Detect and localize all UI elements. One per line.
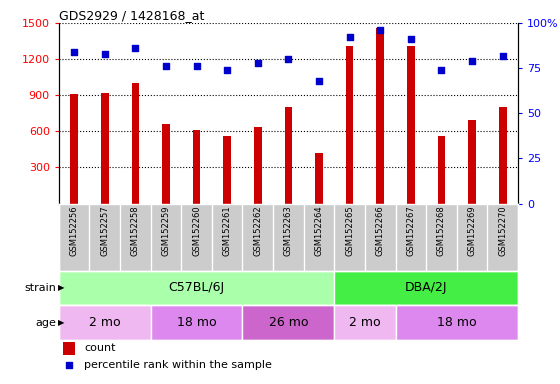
Text: percentile rank within the sample: percentile rank within the sample <box>84 360 272 370</box>
Text: GSM152264: GSM152264 <box>315 205 324 256</box>
Point <box>437 67 446 73</box>
Bar <box>101 93 109 204</box>
Text: DBA/2J: DBA/2J <box>405 281 447 295</box>
Text: 2 mo: 2 mo <box>89 316 120 329</box>
Text: GDS2929 / 1428168_at: GDS2929 / 1428168_at <box>59 9 204 22</box>
Text: age: age <box>35 318 56 328</box>
Bar <box>162 124 170 204</box>
Text: 18 mo: 18 mo <box>177 316 216 329</box>
Bar <box>284 107 292 204</box>
Point <box>345 35 354 41</box>
Text: GSM152259: GSM152259 <box>161 205 170 256</box>
Text: GSM152260: GSM152260 <box>192 205 201 256</box>
Text: 18 mo: 18 mo <box>437 316 477 329</box>
Text: GSM152267: GSM152267 <box>407 205 416 256</box>
Point <box>69 49 78 55</box>
Bar <box>334 305 395 340</box>
Bar <box>132 83 139 204</box>
Text: GSM152262: GSM152262 <box>253 205 262 256</box>
Text: GSM152265: GSM152265 <box>345 205 354 256</box>
Text: GSM152269: GSM152269 <box>468 205 477 256</box>
Bar <box>334 271 518 305</box>
Bar <box>193 129 200 204</box>
Text: 2 mo: 2 mo <box>349 316 381 329</box>
Text: GSM152263: GSM152263 <box>284 205 293 256</box>
Text: GSM152258: GSM152258 <box>131 205 140 256</box>
Point <box>161 63 170 70</box>
Point <box>284 56 293 62</box>
Text: count: count <box>84 343 116 353</box>
Bar <box>151 305 242 340</box>
Bar <box>346 46 353 204</box>
Point <box>253 60 262 66</box>
Bar <box>376 28 384 204</box>
Text: ▶: ▶ <box>58 283 65 293</box>
Text: GSM152257: GSM152257 <box>100 205 109 256</box>
Bar <box>468 121 476 204</box>
Bar <box>71 94 78 204</box>
Text: GSM152270: GSM152270 <box>498 205 507 256</box>
Text: ▶: ▶ <box>58 318 65 327</box>
Text: strain: strain <box>24 283 56 293</box>
Point <box>376 27 385 33</box>
Point <box>65 362 74 368</box>
Bar <box>59 271 334 305</box>
Point <box>192 63 201 70</box>
Text: C57BL/6J: C57BL/6J <box>169 281 225 295</box>
Text: GSM152268: GSM152268 <box>437 205 446 256</box>
Bar <box>242 305 334 340</box>
Bar <box>254 126 262 204</box>
Point <box>315 78 324 84</box>
Bar <box>407 46 414 204</box>
Text: GSM152256: GSM152256 <box>69 205 78 256</box>
Bar <box>223 136 231 204</box>
Bar <box>438 136 445 204</box>
Point <box>223 67 232 73</box>
Point <box>100 51 109 57</box>
Point <box>131 45 140 51</box>
Bar <box>315 153 323 204</box>
Bar <box>63 342 75 354</box>
Text: 26 mo: 26 mo <box>269 316 308 329</box>
Bar <box>59 305 151 340</box>
Point <box>407 36 416 42</box>
Bar <box>499 107 506 204</box>
Text: GSM152266: GSM152266 <box>376 205 385 256</box>
Point <box>468 58 477 64</box>
Point <box>498 53 507 59</box>
Text: GSM152261: GSM152261 <box>223 205 232 256</box>
Bar <box>395 305 518 340</box>
